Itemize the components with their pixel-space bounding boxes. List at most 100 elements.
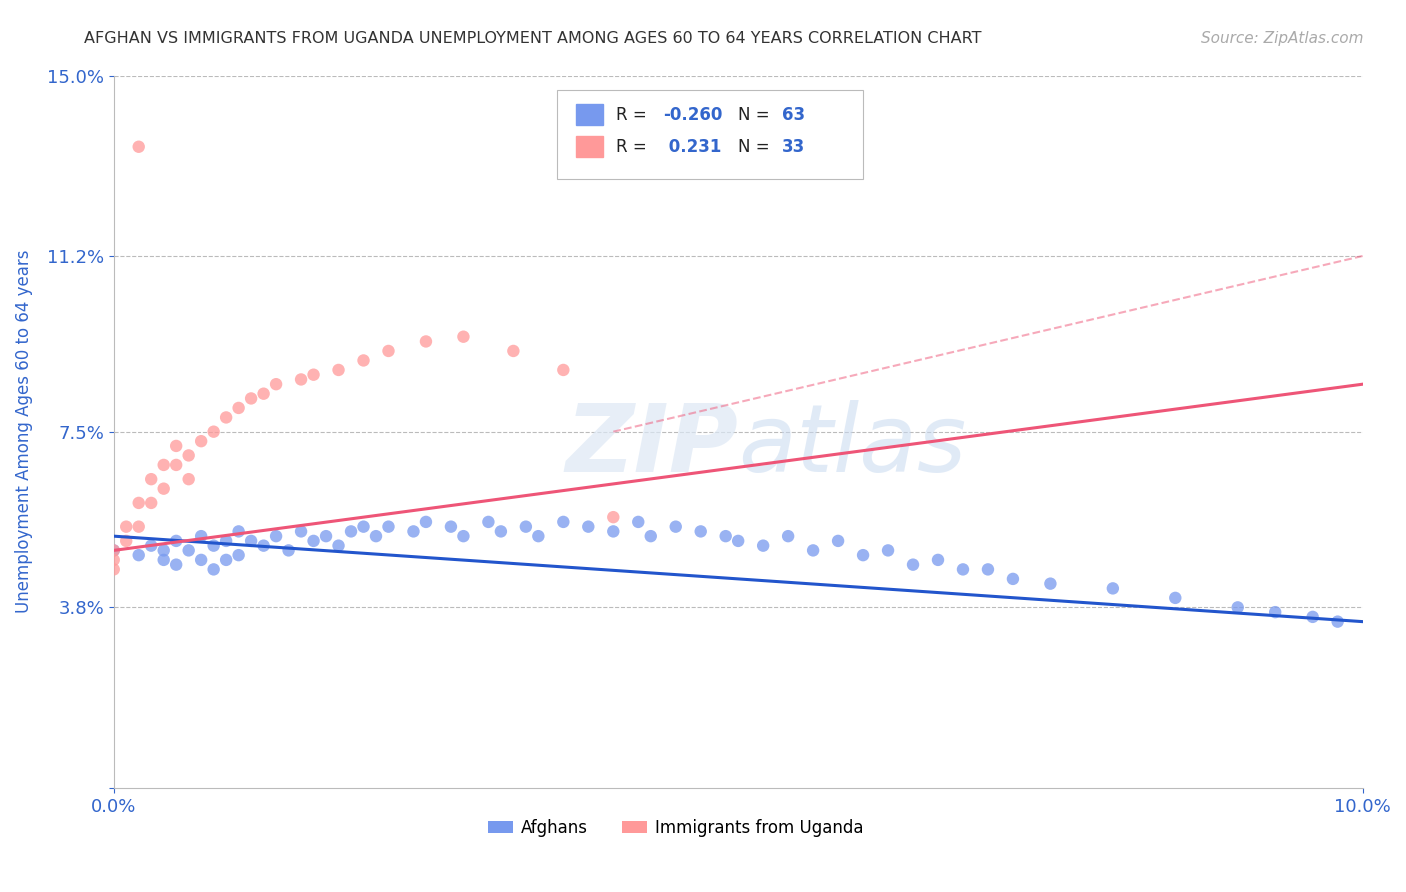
Point	[453, 529, 475, 543]
Point	[714, 529, 737, 543]
Point	[1164, 591, 1187, 605]
Text: 0.231: 0.231	[664, 137, 721, 156]
Point	[927, 553, 949, 567]
Point	[315, 529, 337, 543]
Text: N =: N =	[738, 137, 775, 156]
Point	[128, 140, 150, 154]
Point	[665, 519, 688, 533]
Point	[852, 548, 875, 562]
Point	[977, 562, 1000, 576]
Point	[165, 458, 187, 472]
Point	[215, 553, 238, 567]
Point	[328, 539, 350, 553]
Point	[103, 562, 125, 576]
Point	[364, 529, 387, 543]
Point	[302, 368, 325, 382]
Point	[290, 524, 312, 539]
Point	[440, 519, 463, 533]
Point	[152, 543, 174, 558]
Point	[602, 524, 624, 539]
Point	[240, 392, 263, 406]
Point	[801, 543, 824, 558]
Point	[827, 533, 849, 548]
Point	[901, 558, 924, 572]
Point	[115, 519, 138, 533]
Point	[477, 515, 499, 529]
Point	[165, 439, 187, 453]
Bar	[576, 136, 603, 157]
Point	[252, 386, 274, 401]
Point	[553, 363, 575, 377]
Point	[602, 510, 624, 524]
Point	[141, 539, 163, 553]
Point	[202, 425, 225, 439]
Text: R =: R =	[616, 137, 652, 156]
Point	[115, 533, 138, 548]
Text: N =: N =	[738, 105, 775, 124]
Point	[1101, 582, 1123, 596]
Point	[290, 372, 312, 386]
Point	[165, 533, 187, 548]
Point	[152, 553, 174, 567]
Point	[1302, 610, 1324, 624]
Point	[177, 543, 200, 558]
Point	[402, 524, 425, 539]
Point	[377, 519, 399, 533]
Point	[527, 529, 550, 543]
Point	[190, 434, 212, 449]
FancyBboxPatch shape	[557, 90, 863, 178]
Point	[353, 353, 375, 368]
Point	[302, 533, 325, 548]
Point	[228, 524, 250, 539]
Point	[640, 529, 662, 543]
Point	[340, 524, 363, 539]
Point	[1264, 605, 1286, 619]
Point	[689, 524, 711, 539]
Point	[128, 496, 150, 510]
Point	[128, 548, 150, 562]
Point	[202, 562, 225, 576]
Text: R =: R =	[616, 105, 652, 124]
Text: Source: ZipAtlas.com: Source: ZipAtlas.com	[1201, 31, 1364, 46]
Point	[778, 529, 800, 543]
Y-axis label: Unemployment Among Ages 60 to 64 years: Unemployment Among Ages 60 to 64 years	[15, 250, 32, 614]
Point	[264, 529, 287, 543]
Point	[103, 543, 125, 558]
Point	[1039, 576, 1062, 591]
Point	[553, 515, 575, 529]
Point	[190, 529, 212, 543]
Point	[415, 334, 437, 349]
Point	[141, 496, 163, 510]
Bar	[576, 104, 603, 126]
Point	[489, 524, 512, 539]
Point	[228, 401, 250, 415]
Point	[627, 515, 650, 529]
Text: 63: 63	[782, 105, 806, 124]
Text: 33: 33	[782, 137, 806, 156]
Point	[202, 539, 225, 553]
Text: ZIP: ZIP	[565, 400, 738, 491]
Point	[103, 553, 125, 567]
Point	[141, 472, 163, 486]
Text: -0.260: -0.260	[664, 105, 723, 124]
Point	[264, 377, 287, 392]
Text: AFGHAN VS IMMIGRANTS FROM UGANDA UNEMPLOYMENT AMONG AGES 60 TO 64 YEARS CORRELAT: AFGHAN VS IMMIGRANTS FROM UGANDA UNEMPLO…	[84, 31, 981, 46]
Text: atlas: atlas	[738, 401, 966, 491]
Point	[152, 458, 174, 472]
Point	[377, 343, 399, 358]
Point	[1326, 615, 1348, 629]
Legend: Afghans, Immigrants from Uganda: Afghans, Immigrants from Uganda	[481, 813, 870, 844]
Point	[1001, 572, 1024, 586]
Point	[240, 533, 263, 548]
Point	[215, 410, 238, 425]
Point	[415, 515, 437, 529]
Point	[177, 449, 200, 463]
Point	[328, 363, 350, 377]
Point	[252, 539, 274, 553]
Point	[228, 548, 250, 562]
Point	[515, 519, 537, 533]
Point	[177, 472, 200, 486]
Point	[190, 553, 212, 567]
Point	[727, 533, 749, 548]
Point	[952, 562, 974, 576]
